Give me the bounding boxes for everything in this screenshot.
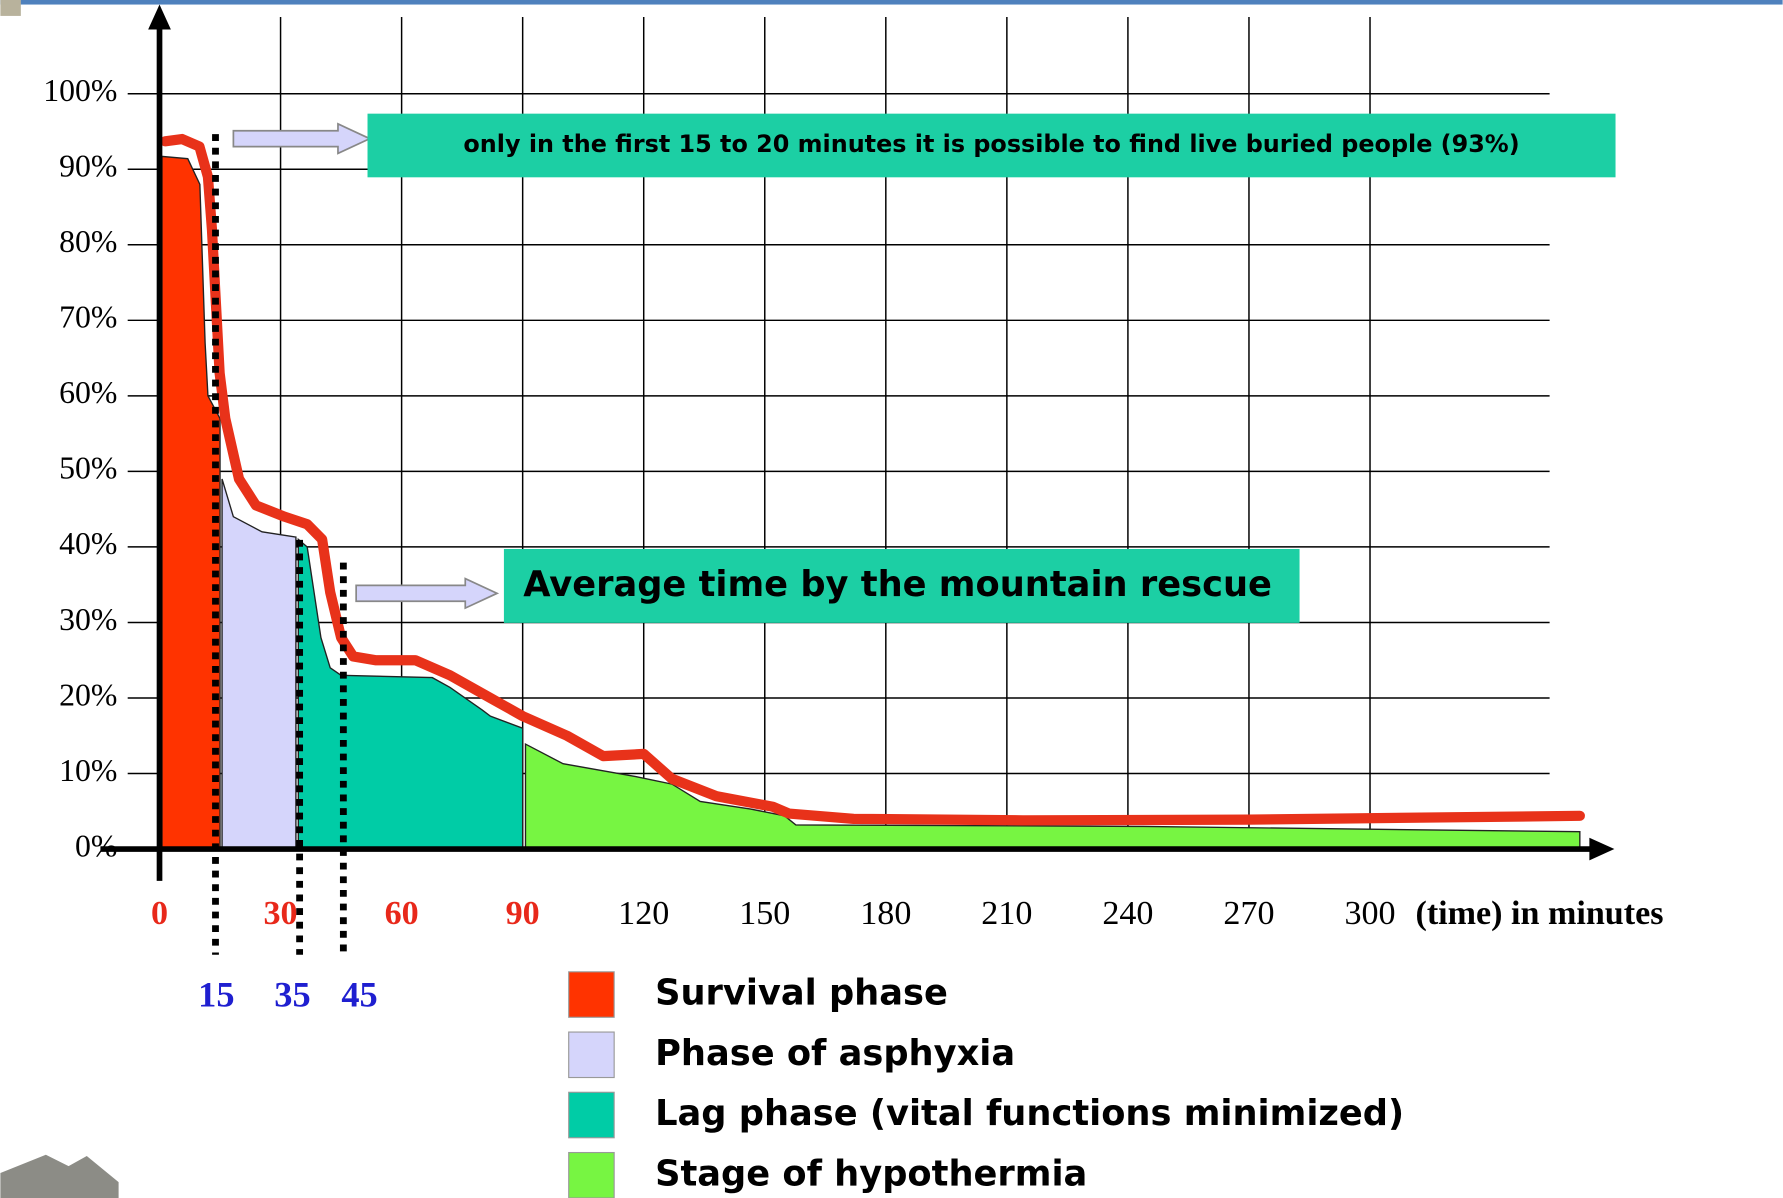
legend-label: Lag phase (vital functions minimized) (655, 1093, 1404, 1134)
y-tick-label: 10% (59, 753, 117, 788)
y-tick-label: 80% (59, 224, 117, 259)
annotation-text: Average time by the mountain rescue (523, 564, 1272, 605)
x-tick-label: 270 (1223, 895, 1274, 932)
y-tick-label: 20% (59, 677, 117, 712)
x-tick-label: 210 (981, 895, 1032, 932)
annotation-arrow (356, 579, 497, 609)
phase-marker-label: 45 (341, 974, 377, 1014)
areas (162, 156, 1580, 849)
y-tick-label: 30% (59, 602, 117, 637)
x-tick-label: 30 (264, 895, 298, 932)
y-tick-label: 40% (59, 526, 117, 561)
x-tick-label: 120 (618, 895, 669, 932)
chart: 0% 10% 20% 30% 40% 50% 60% 70% 80% 90% 100% 0 30 60 90… (0, 0, 1783, 1198)
legend-swatch (569, 1153, 614, 1198)
phase-area (222, 479, 296, 849)
y-tick-label: 0% (75, 828, 117, 863)
legend-label: Phase of asphyxia (655, 1033, 1015, 1074)
x-tick-label: 240 (1102, 895, 1153, 932)
mountain-logo (0, 1155, 118, 1198)
annotation-text: only in the first 15 to 20 minutes it is… (463, 130, 1519, 158)
x-tick-label: 0 (151, 895, 168, 932)
legend-swatch (569, 1032, 614, 1077)
phase-area (525, 744, 1579, 849)
annotation-arrow (233, 124, 369, 154)
legend-label: Stage of hypothermia (655, 1153, 1087, 1194)
x-tick-label: 150 (739, 895, 790, 932)
phase-marker-label: 15 (198, 974, 234, 1014)
x-tick-label: 300 (1344, 895, 1395, 932)
page: {"chart_data": { "type": "area", "x_labe… (0, 0, 1783, 1198)
legend-label: Survival phase (655, 973, 948, 1014)
y-tick-label: 90% (59, 149, 117, 184)
x-axis-label: (time) in minutes (1415, 895, 1663, 932)
x-tick-label: 90 (506, 895, 540, 932)
legend-swatch (569, 1092, 614, 1137)
y-tick-label: 50% (59, 451, 117, 486)
x-tick-label: 60 (385, 895, 419, 932)
y-tick-label: 70% (59, 300, 117, 335)
x-tick-label: 180 (860, 895, 911, 932)
slide-corner (0, 0, 20, 16)
y-axis-arrow (148, 5, 171, 30)
slide-top-bar (0, 0, 1782, 5)
y-tick-label: 100% (43, 73, 117, 108)
legend-swatch (569, 972, 614, 1017)
y-tick-label: 60% (59, 375, 117, 410)
x-axis-arrow (1589, 838, 1614, 861)
phase-marker-label: 35 (274, 974, 310, 1014)
